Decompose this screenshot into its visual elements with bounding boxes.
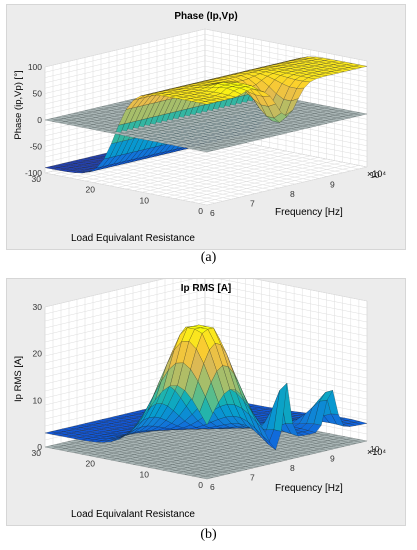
ip-rms-z-axis-label: Ip RMS [A]	[13, 356, 24, 402]
z-tick-label: 50	[33, 89, 43, 99]
plane-facet	[199, 476, 213, 480]
ip-rms-x-axis-label: Frequency [Hz]	[275, 483, 343, 494]
grid-line	[101, 145, 262, 185]
y-tick-label: 0	[198, 206, 203, 216]
x-tick-label: 8	[290, 463, 295, 473]
x-tick-label: 6	[210, 482, 215, 492]
grid-line	[204, 324, 368, 358]
grid-line	[204, 310, 368, 344]
grid-line	[204, 282, 368, 316]
grid-line	[44, 289, 206, 329]
z-tick-label: 10	[33, 395, 43, 405]
grid-line	[132, 151, 296, 185]
grid-line	[93, 144, 254, 183]
grid-line	[164, 144, 328, 177]
grid-line	[140, 149, 304, 183]
grid-line	[44, 28, 206, 68]
grid-line	[204, 331, 368, 365]
ip-rms-y-axis-label: Load Equivalant Resistance	[71, 509, 195, 520]
x-tick-label: 10	[370, 170, 380, 180]
z-tick-label: 0	[37, 115, 42, 125]
y-tick-label: 20	[86, 459, 96, 469]
grid-line	[204, 28, 368, 62]
ip-rms-x-exponent: ×10⁴	[367, 447, 386, 457]
y-tick-label: 0	[198, 480, 203, 490]
z-tick-label: 0	[37, 442, 42, 452]
grid-line	[44, 44, 206, 84]
plane-facet	[199, 149, 213, 153]
y-tick-label: 10	[140, 195, 150, 205]
z-tick-label: 20	[33, 349, 43, 359]
x-tick-label: 7	[250, 199, 255, 209]
grid-line	[44, 296, 206, 336]
grid-line	[44, 310, 206, 350]
grid-line	[44, 71, 206, 110]
x-tick-label: 8	[290, 189, 295, 199]
ip-rms-chart-panel: 6 7 8 9 10 0 10 20 30 0 10 20 30 Ip RMS [A] Ip RMS […	[6, 268, 406, 526]
grid-line	[44, 275, 206, 315]
ip-rms-surface	[44, 324, 368, 480]
y-tick-label: 30	[32, 174, 42, 184]
grid-line	[44, 55, 206, 94]
x-tick-label: 10	[370, 444, 380, 454]
phase-chart-title: Phase (Ip,Vp)	[174, 11, 237, 22]
z-tick-label: 100	[28, 62, 42, 72]
ip-rms-chart-title: Ip RMS [A]	[181, 283, 232, 294]
phase-surface	[44, 56, 368, 174]
x-tick-label: 6	[210, 208, 215, 218]
phase-chart-panel: 6 7 8 9 10 0 10 20 30 -100 -50 0 50 100 Phase (Ip,Vp)…	[6, 4, 406, 250]
phase-z-axis-label: Phase (ip,Vp) [°]	[13, 70, 24, 139]
phase-y-axis-label: Load Equivalant Resistance	[71, 233, 195, 244]
z-tick-label: -50	[30, 142, 43, 152]
phase-chart-grid	[44, 28, 368, 206]
grid-line	[44, 317, 206, 357]
grid-line	[204, 296, 368, 330]
caption-a: (a)	[200, 250, 217, 265]
grid-line	[148, 148, 312, 181]
grid-line	[44, 282, 206, 322]
grid-line	[109, 147, 270, 187]
grid-line	[117, 149, 278, 188]
grid-line	[204, 317, 368, 351]
y-tick-label: 30	[32, 448, 42, 458]
grid-line	[44, 49, 206, 89]
x-tick-label: 7	[250, 473, 255, 483]
z-tick-label: -100	[25, 168, 42, 178]
grid-line	[44, 324, 206, 364]
grid-line	[44, 34, 206, 73]
surface-facet	[199, 396, 213, 426]
x-tick-label: 9	[330, 454, 335, 464]
y-tick-label: 10	[140, 469, 150, 479]
grid-line	[44, 60, 206, 100]
y-tick-label: 20	[86, 185, 96, 195]
grid-line	[204, 303, 368, 337]
grid-line	[204, 275, 368, 309]
phase-x-axis-label: Frequency [Hz]	[275, 207, 343, 218]
grid-line	[44, 65, 206, 105]
x-tick-label: 9	[330, 180, 335, 190]
z-tick-label: 30	[33, 302, 43, 312]
grid-line	[44, 39, 206, 78]
grid-line	[156, 146, 320, 179]
grid-line	[44, 76, 206, 115]
grid-line	[204, 289, 368, 323]
caption-b: (b)	[200, 527, 217, 542]
grid-line	[204, 338, 368, 372]
grid-line	[125, 150, 287, 190]
grid-line	[44, 303, 206, 343]
surface-facet	[199, 101, 213, 105]
phase-x-exponent: ×10⁴	[367, 169, 386, 179]
